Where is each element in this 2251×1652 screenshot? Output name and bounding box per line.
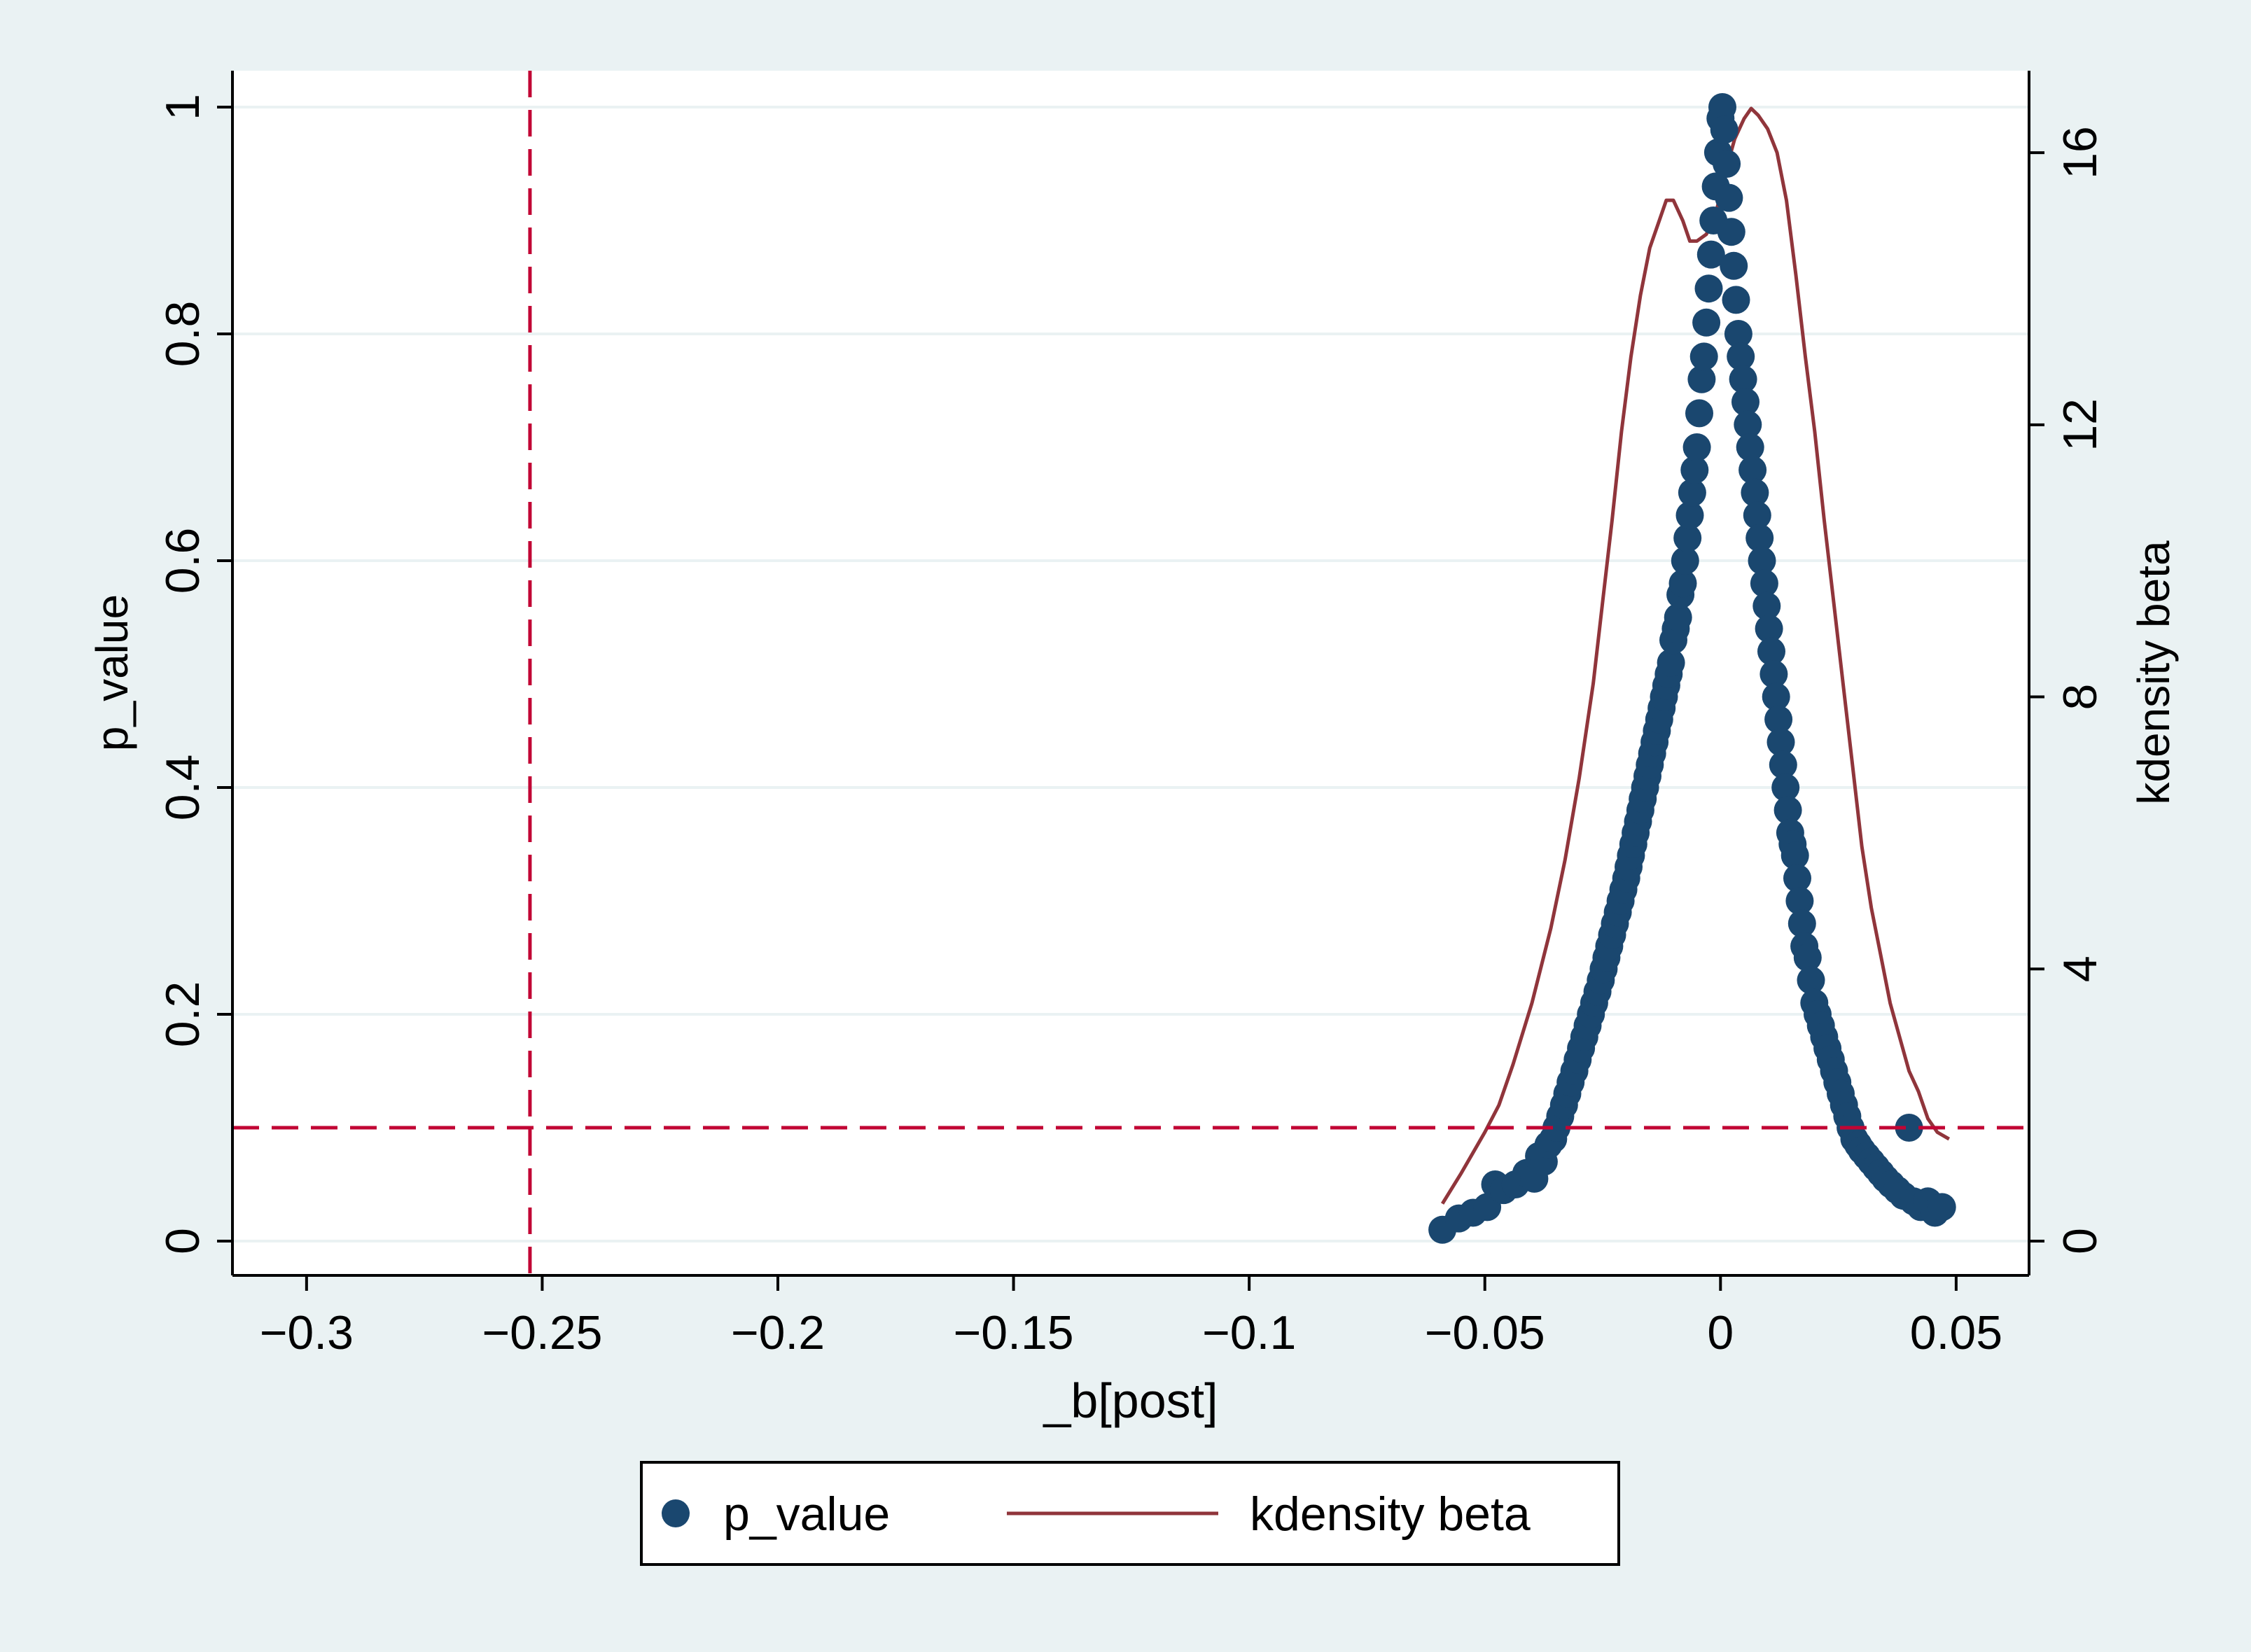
legend-kdensity-label: kdensity beta xyxy=(1250,1488,1531,1541)
p-value-point xyxy=(1748,547,1776,575)
legend-p-value-label: p_value xyxy=(723,1488,890,1541)
p-value-point xyxy=(1713,150,1741,178)
legend: p_value kdensity beta xyxy=(640,1461,1620,1566)
p-value-series xyxy=(1428,93,1956,1244)
y-right-tick-label: 8 xyxy=(2054,684,2107,710)
y-right-tick-label: 12 xyxy=(2054,398,2107,451)
p-value-point xyxy=(1710,115,1738,144)
p-value-point xyxy=(1708,93,1736,121)
p-value-point xyxy=(1736,433,1764,461)
p-value-point xyxy=(1928,1193,1956,1222)
y-right-tick-label: 16 xyxy=(2054,126,2107,179)
x-tick-label: −0.3 xyxy=(260,1306,354,1359)
p-value-point xyxy=(1780,841,1809,870)
right-axis-title: kdensity beta xyxy=(2128,540,2179,805)
x-tick-label: 0 xyxy=(1707,1306,1734,1359)
p-value-point xyxy=(1685,399,1713,428)
y-right-tick-label: 0 xyxy=(2054,1228,2107,1254)
p-value-point xyxy=(1673,524,1702,552)
p-value-point xyxy=(1671,547,1699,575)
p-value-point xyxy=(1729,365,1757,393)
y-left-tick-label: 0.4 xyxy=(156,755,209,821)
p-value-point xyxy=(1675,501,1704,530)
p-value-point xyxy=(1750,569,1778,598)
left-axis-title: p_value xyxy=(87,594,137,751)
p-value-point xyxy=(1787,909,1816,938)
y-left-tick-label: 0 xyxy=(156,1228,209,1254)
p-value-point xyxy=(1741,478,1769,507)
x-tick-label: −0.25 xyxy=(482,1306,602,1359)
p-value-point xyxy=(1895,1114,1923,1142)
y-left-tick-label: 0.6 xyxy=(156,528,209,594)
p-value-point xyxy=(1771,774,1800,802)
p-value-point xyxy=(1696,240,1725,269)
p-value-point xyxy=(1773,796,1802,825)
p-value-point xyxy=(1717,218,1745,246)
x-tick-label: 0.05 xyxy=(1910,1306,2002,1359)
x-tick-label: −0.15 xyxy=(954,1306,1074,1359)
p-value-point xyxy=(1680,456,1709,484)
p-value-point xyxy=(1694,274,1723,303)
p-value-point xyxy=(1797,966,1825,995)
p-value-point xyxy=(1764,705,1793,734)
p-value-point xyxy=(1724,320,1752,348)
y-left-tick-label: 1 xyxy=(156,94,209,120)
p-value-point xyxy=(1689,342,1718,371)
p-value-point xyxy=(1722,286,1750,314)
y-left-tick-label: 0.2 xyxy=(156,981,209,1048)
p-value-point xyxy=(1738,456,1767,484)
p-value-point xyxy=(1734,410,1762,439)
p-value-point xyxy=(1762,682,1790,711)
tick-labels: −0.3 −0.25 −0.2 −0.15 −0.1 −0.05 0 0.05 0 0.2 0.4 0… xyxy=(156,94,2107,1359)
p-value-point xyxy=(1682,433,1711,461)
p-value-point xyxy=(1752,592,1781,620)
p-value-point xyxy=(1731,388,1759,416)
p-value-point xyxy=(1759,660,1788,688)
p-value-point xyxy=(1687,365,1716,393)
x-tick-label: −0.2 xyxy=(731,1306,825,1359)
p-value-point xyxy=(1727,342,1755,371)
p-value-point xyxy=(1692,308,1721,337)
p-value-point xyxy=(1783,864,1811,892)
p-value-point xyxy=(1757,637,1785,666)
p-value-point xyxy=(1678,478,1706,507)
p-value-point xyxy=(1664,603,1692,631)
p-value-point xyxy=(1743,501,1771,530)
reference-lines xyxy=(232,71,2029,1275)
y-left-tick-label: 0.8 xyxy=(156,301,209,368)
x-tick-label: −0.1 xyxy=(1202,1306,1296,1359)
p-value-point xyxy=(1793,944,1822,972)
y-right-tick-label: 4 xyxy=(2054,955,2107,982)
p-value-point xyxy=(1715,183,1743,212)
p-value-point xyxy=(1745,524,1774,552)
p-value-point xyxy=(1785,887,1814,915)
x-axis-title: _b[post] xyxy=(1042,1373,1218,1428)
p-value-point xyxy=(1769,750,1797,779)
p-value-point xyxy=(1766,728,1795,757)
p-value-point xyxy=(1657,648,1685,677)
legend-p-value-marker xyxy=(662,1499,690,1527)
plot-background xyxy=(232,71,2029,1275)
p-value-point xyxy=(1755,615,1783,643)
p-value-point xyxy=(1668,569,1697,598)
axes xyxy=(231,71,2030,1277)
p-value-point xyxy=(1720,251,1748,280)
x-tick-label: −0.05 xyxy=(1425,1306,1545,1359)
